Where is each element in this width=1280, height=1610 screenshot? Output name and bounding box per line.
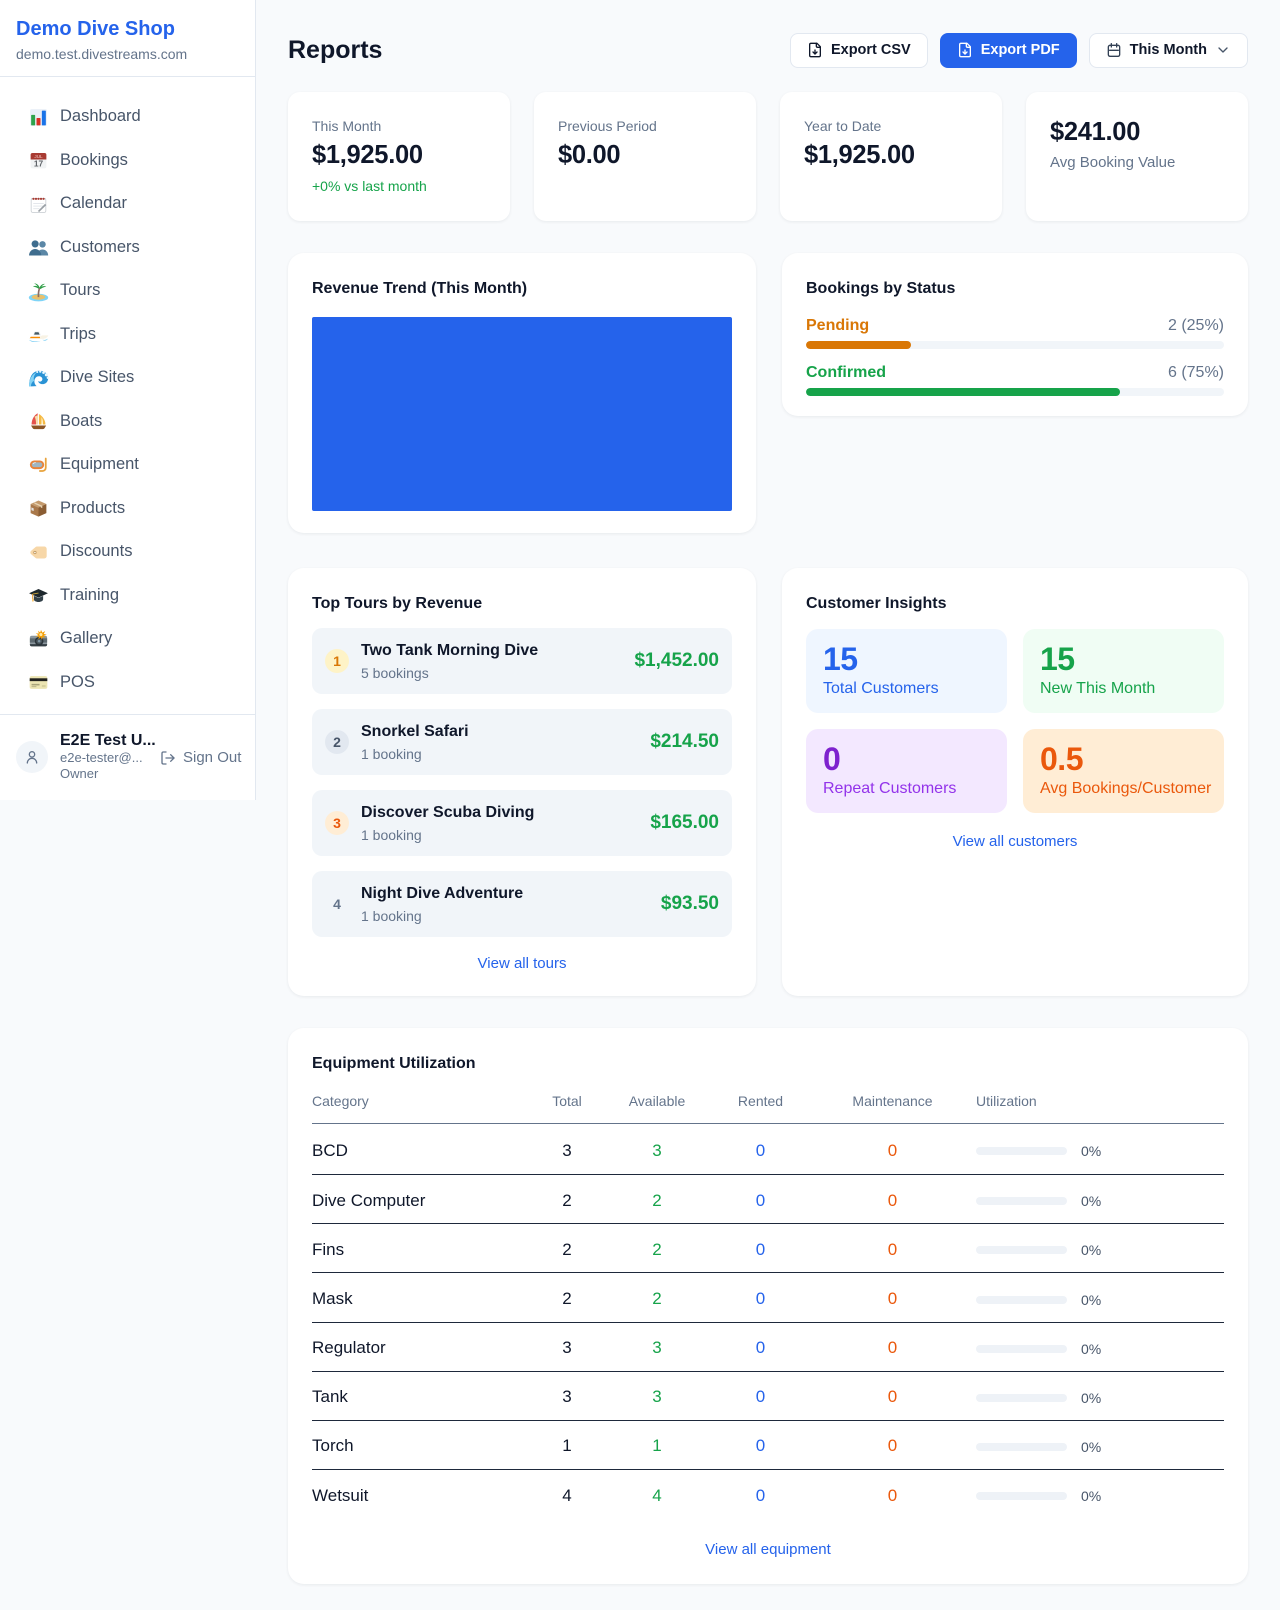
svg-text:17: 17 <box>33 159 43 169</box>
svg-text:JUL: JUL <box>34 154 43 159</box>
